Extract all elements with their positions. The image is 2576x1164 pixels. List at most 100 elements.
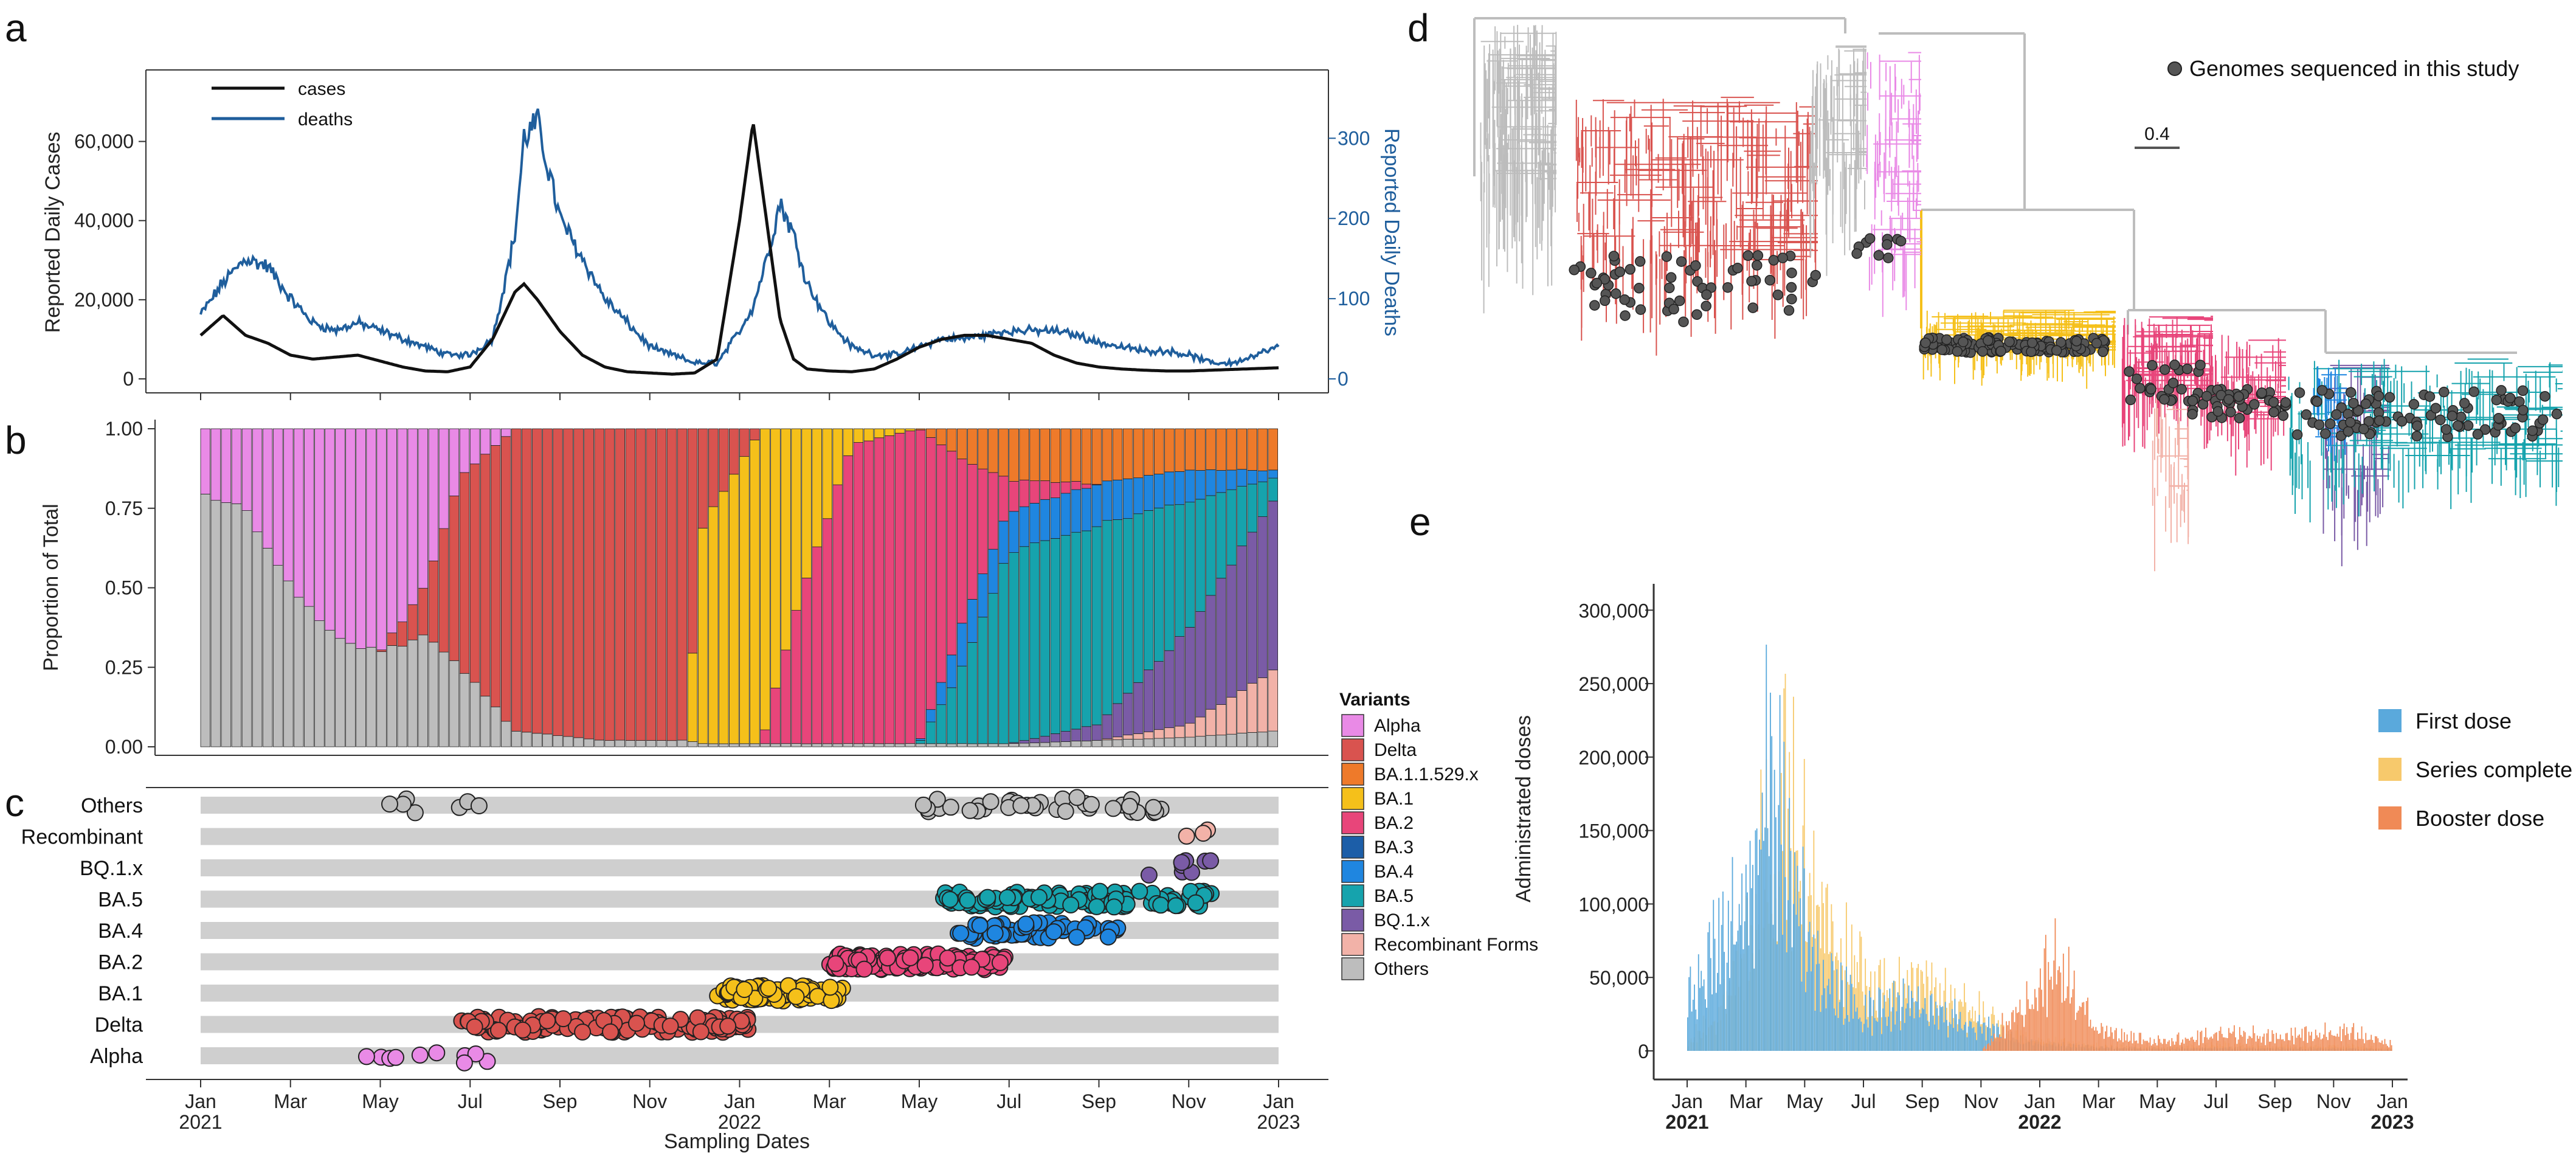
dose-bar-first [1844, 1018, 1846, 1051]
bar-Recombinant-Forms [1154, 729, 1164, 739]
legend-label: BA.1.1.529.x [1374, 764, 1479, 785]
dose-bar-first [1824, 988, 1826, 1051]
dose-bar-booster [2117, 1041, 2118, 1051]
bar-Others [843, 743, 854, 747]
tree-genome-dot [2316, 385, 2328, 396]
legend-label: BA.2 [1374, 813, 1414, 833]
dose-bar-booster [2160, 1042, 2162, 1051]
dose-bar-booster [2115, 1028, 2117, 1051]
dose-bar-first [1947, 1037, 1949, 1051]
bar-Others [500, 721, 511, 747]
dose-bar-booster [2079, 1006, 2080, 1051]
bar-Recombinant-Forms [1206, 708, 1216, 736]
dose-bar-booster [2060, 972, 2062, 1051]
c-xtick-label: Jan [185, 1090, 216, 1112]
dose-bar-booster [2158, 1035, 2159, 1051]
bar-BA-5 [957, 665, 967, 744]
e-xtick-year: 2021 [1665, 1111, 1708, 1133]
dose-bar-first [1935, 1002, 1937, 1051]
dose-bar-booster [2020, 1014, 2022, 1051]
dose-bar-first [1829, 994, 1831, 1051]
dose-bar-booster [2183, 1044, 2185, 1051]
dose-bar-booster [2190, 1038, 2192, 1051]
dose-bar-booster [2107, 1037, 2109, 1051]
dose-bar-first [1984, 1022, 1986, 1051]
dose-bar-series [1974, 1010, 1976, 1051]
dose-bar-first [1831, 953, 1832, 1051]
dose-bar-first [1868, 991, 1870, 1051]
c-xtick-label: Nov [1172, 1090, 1206, 1112]
dose-bar-booster [2213, 1034, 2215, 1051]
bar-Recombinant-Forms [1216, 704, 1226, 736]
bar-BA-1-1-529-x [1206, 428, 1216, 470]
panel-label-b: b [5, 418, 27, 462]
dose-bar-first [1770, 692, 1771, 1051]
dose-bar-first [1703, 979, 1705, 1051]
bar-BA-1-1-529-x [1237, 428, 1247, 470]
bar-Alpha [252, 428, 263, 532]
genome-dot [1031, 889, 1048, 906]
e-xtick-label: Sep [1905, 1090, 1939, 1112]
dose-bar-booster [2289, 1040, 2291, 1051]
dose-bar-booster [2124, 1032, 2125, 1051]
dose-bar-first [1949, 1022, 1950, 1051]
tree-genome-dot [1952, 346, 1963, 357]
bar-BA-1 [770, 428, 781, 688]
dose-bar-first [1766, 644, 1767, 1051]
dose-bar-series [1890, 1011, 1892, 1051]
bar-BA-5 [1268, 477, 1279, 502]
dose-bar-first [1779, 695, 1781, 1051]
dose-bar-booster [2005, 1038, 2006, 1051]
bar-BA-1-1-529-x [1091, 428, 1102, 485]
genome-dot [1187, 894, 1204, 912]
dose-bar-series [1848, 985, 1850, 1051]
dose-bar-first [1815, 964, 1817, 1051]
b-ytick-label: 0.75 [105, 497, 143, 519]
dose-bar-series [1874, 971, 1876, 1051]
dose-bar-booster [2129, 1041, 2131, 1051]
bar-BA-1-1-529-x [1029, 428, 1040, 481]
e-ytick-label: 300,000 [1578, 600, 1649, 622]
bar-Others [584, 738, 594, 747]
dose-bar-booster [2126, 1034, 2128, 1051]
dose-bar-booster [2277, 1039, 2279, 1051]
bar-BQ-1-x [1102, 714, 1113, 740]
bar-Others [304, 606, 314, 747]
tree-genome-dot [2517, 385, 2529, 397]
bar-BA-4 [1122, 478, 1133, 519]
bar-BA-5 [915, 740, 926, 744]
dose-bar-booster [2057, 970, 2059, 1051]
genome-dot [1173, 854, 1190, 871]
dose-bar-booster [2229, 1033, 2231, 1051]
bar-BA-2 [1029, 480, 1040, 504]
dose-bar-booster [2076, 1013, 2078, 1051]
bar-Recombinant-Forms [1122, 735, 1133, 740]
bar-BA-1 [750, 440, 760, 744]
dose-bar-first [1924, 998, 1926, 1051]
dose-bar-first [1737, 930, 1739, 1051]
bar-Others [853, 743, 864, 747]
dose-bar-booster [2206, 1038, 2208, 1051]
tree-genome-dot [2493, 413, 2504, 424]
bar-Others [1122, 739, 1133, 747]
bar-BA-2 [1040, 480, 1050, 500]
dose-bar-first [1853, 1019, 1854, 1051]
dose-bar-first [1977, 1021, 1979, 1051]
dose-bar-first [1795, 915, 1797, 1051]
bar-Alpha [262, 428, 273, 549]
bar-Delta [625, 428, 636, 741]
dose-bar-first [1876, 1020, 1877, 1051]
dose-bar-first [1750, 888, 1752, 1051]
legend-label: BA.1 [1374, 789, 1414, 809]
tree-genome-dot [1634, 283, 1645, 294]
bar-Delta [719, 428, 729, 492]
dose-bar-booster [1999, 1034, 2000, 1051]
genome-dot [411, 1046, 429, 1064]
bar-Others [553, 735, 563, 747]
tree-genome-dot [2325, 418, 2336, 429]
dose-bar-series [1862, 991, 1863, 1051]
dose-bar-first [1955, 1014, 1957, 1051]
bar-Recombinant-Forms [1268, 670, 1279, 732]
dose-bar-first [1696, 1019, 1698, 1051]
bar-BA-5 [1216, 492, 1226, 579]
